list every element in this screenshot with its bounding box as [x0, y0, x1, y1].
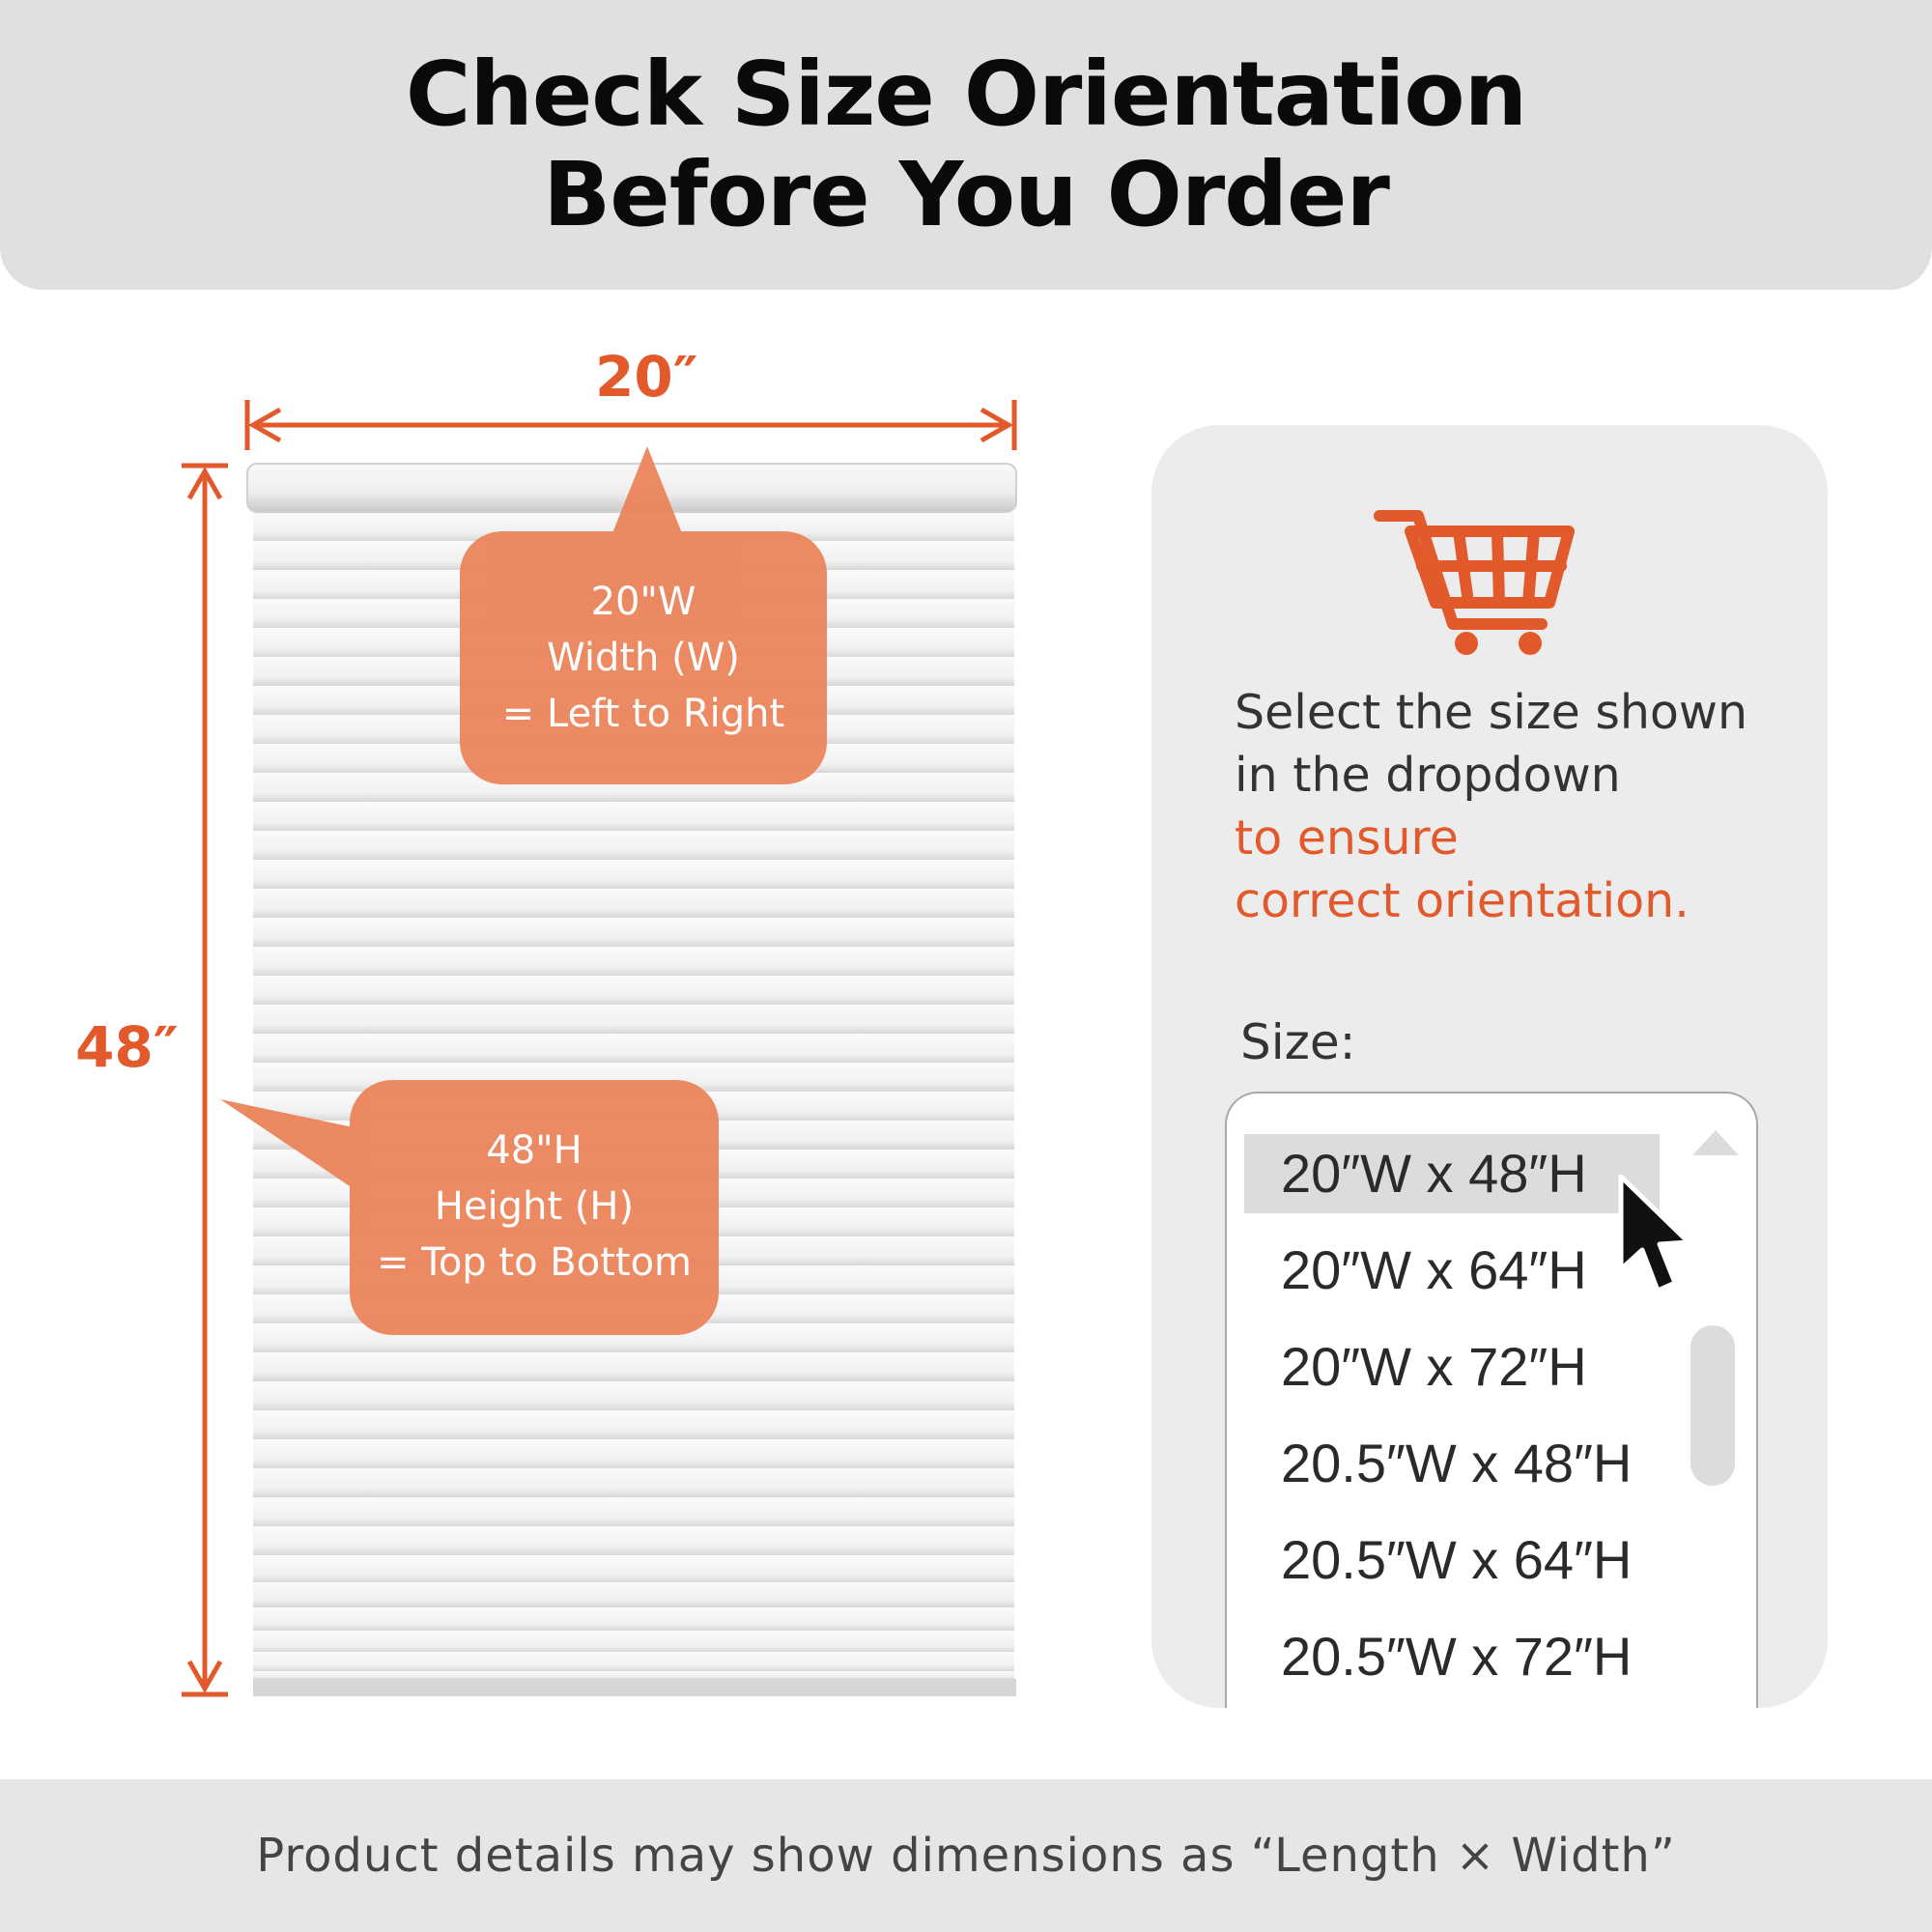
- blind-pleat: [253, 1526, 1014, 1555]
- blind-pleat: [253, 1034, 1014, 1063]
- width-callout-line-2: Width (W): [547, 636, 740, 680]
- instruction-line-1: Select the size shown: [1235, 685, 1748, 740]
- size-option-20-5w-64h[interactable]: 20.5″W x 64″H: [1281, 1529, 1633, 1590]
- blind-pleat: [253, 1555, 1014, 1582]
- size-option-20w-48h[interactable]: 20″W x 48″H: [1244, 1134, 1660, 1213]
- size-dropdown-list[interactable]: 20″W x 48″H 20″W x 64″H 20″W x 72″H 20.5…: [1225, 1092, 1758, 1708]
- size-option-20-5w-72h[interactable]: 20.5″W x 72″H: [1281, 1626, 1633, 1687]
- width-callout-bubble: [460, 446, 827, 784]
- instruction-line-2: in the dropdown: [1235, 748, 1621, 803]
- height-callout-line-3: = Top to Bottom: [376, 1240, 693, 1285]
- blind-pleat: [253, 1352, 1014, 1381]
- footer-note-bar: Product details may show dimensions as “…: [0, 1779, 1932, 1932]
- blind-pleat: [253, 860, 1014, 889]
- page-title-line-1: Check Size Orientation: [405, 43, 1527, 146]
- bottom-rail: [253, 1679, 1016, 1696]
- blind-pleat: [253, 1005, 1014, 1034]
- instruction-text: Select the size shown in the dropdown to…: [1235, 681, 1814, 932]
- blind-pleat: [253, 976, 1014, 1005]
- shopping-cart-icon: [1374, 510, 1575, 655]
- blind-pleat: [253, 1631, 1014, 1652]
- height-callout-line-2: Height (H): [434, 1184, 635, 1229]
- scroll-up-arrow-icon[interactable]: [1689, 1126, 1743, 1159]
- width-callout-line-1: 20"W: [590, 580, 696, 624]
- height-dimension-label: 48″: [75, 1014, 179, 1080]
- size-option-20-5w-48h[interactable]: 20.5″W x 48″H: [1281, 1433, 1633, 1493]
- dropdown-scrollbar-thumb[interactable]: [1690, 1325, 1735, 1486]
- blind-pleat: [253, 1497, 1014, 1526]
- height-callout: 48"H Height (H) = Top to Bottom: [350, 1122, 719, 1291]
- size-field-label: Size:: [1240, 1014, 1356, 1070]
- width-dimension-label: 20″: [595, 344, 698, 410]
- page-title-line-2: Before You Order: [543, 143, 1390, 246]
- width-callout: 20"W Width (W) = Left to Right: [460, 574, 827, 742]
- blind-pleat: [253, 1652, 1014, 1671]
- blind-pleat: [253, 947, 1014, 976]
- blind-pleat: [253, 802, 1014, 831]
- blind-pleat: [253, 1468, 1014, 1497]
- instruction-line-4: correct orientation.: [1235, 873, 1690, 928]
- width-callout-line-3: = Left to Right: [501, 692, 785, 736]
- width-arrow: [244, 400, 1017, 450]
- blind-pleat: [253, 1381, 1014, 1410]
- height-arrow: [182, 463, 228, 1697]
- size-option-20w-64h[interactable]: 20″W x 64″H: [1281, 1239, 1587, 1300]
- blind-pleat: [253, 1439, 1014, 1468]
- blind-pleat: [253, 1607, 1014, 1631]
- instruction-line-3: to ensure: [1235, 810, 1459, 866]
- blind-pleat: [253, 889, 1014, 918]
- mouse-pointer-icon: [1618, 1174, 1691, 1293]
- header-banner: Check Size Orientation Before You Order: [0, 0, 1932, 290]
- size-option-20w-72h[interactable]: 20″W x 72″H: [1281, 1336, 1587, 1397]
- blind-pleat: [253, 831, 1014, 860]
- height-callout-line-1: 48"H: [486, 1128, 582, 1173]
- blind-pleat: [253, 1582, 1014, 1607]
- blind-pleat: [253, 1410, 1014, 1439]
- height-callout-bubble: [220, 1080, 719, 1335]
- blind-pleat: [253, 918, 1014, 947]
- blind-pleat: [253, 1671, 1014, 1679]
- footer-note: Product details may show dimensions as “…: [256, 1829, 1676, 1883]
